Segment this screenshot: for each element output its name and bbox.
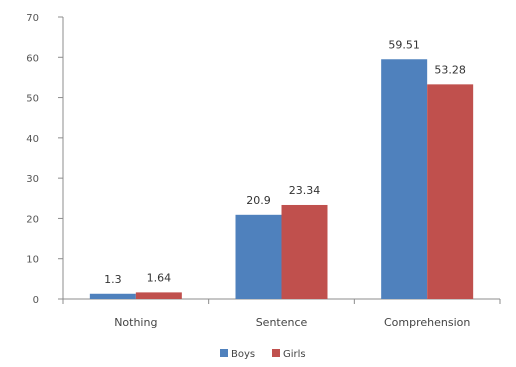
bar-boys-comprehension bbox=[381, 59, 428, 299]
y-tick-label: 20 bbox=[26, 214, 39, 225]
data-label-boys-comprehension: 59.51 bbox=[388, 38, 420, 51]
bar-boys-nothing bbox=[89, 293, 136, 299]
legend-swatch-boys bbox=[220, 349, 228, 357]
x-category-label-comprehension: Comprehension bbox=[384, 316, 470, 329]
data-label-girls-comprehension: 53.28 bbox=[434, 63, 466, 76]
x-category-label-sentence: Sentence bbox=[256, 316, 308, 329]
y-axis-ticks: 0 10 20 30 40 50 60 70 bbox=[26, 13, 63, 306]
bar-girls-nothing bbox=[135, 292, 182, 299]
bar-boys-sentence bbox=[235, 214, 282, 299]
data-label-girls-sentence: 23.34 bbox=[289, 184, 321, 197]
bar-girls-comprehension bbox=[427, 84, 474, 299]
y-tick-label: 60 bbox=[26, 53, 39, 64]
y-tick-label: 50 bbox=[26, 94, 39, 105]
y-tick-label: 70 bbox=[26, 13, 39, 24]
y-tick-label: 0 bbox=[33, 295, 39, 306]
legend-swatch-girls bbox=[272, 349, 280, 357]
bar-girls-sentence bbox=[281, 204, 328, 299]
x-category-label-nothing: Nothing bbox=[114, 316, 157, 329]
legend: Boys Girls bbox=[220, 349, 306, 360]
data-label-boys-sentence: 20.9 bbox=[246, 194, 271, 207]
x-axis-ticks bbox=[62, 299, 501, 304]
x-axis-labels: Nothing Sentence Comprehension bbox=[114, 316, 470, 329]
y-tick-label: 30 bbox=[26, 174, 39, 185]
bar-series bbox=[89, 59, 474, 299]
data-labels: 1.3 1.64 20.9 23.34 59.51 53.28 bbox=[104, 38, 466, 286]
legend-label-girls: Girls bbox=[283, 349, 306, 360]
y-tick-label: 10 bbox=[26, 255, 39, 266]
data-label-girls-nothing: 1.64 bbox=[147, 271, 172, 284]
y-tick-label: 40 bbox=[26, 134, 39, 145]
data-label-boys-nothing: 1.3 bbox=[104, 273, 122, 286]
legend-label-boys: Boys bbox=[231, 349, 255, 360]
